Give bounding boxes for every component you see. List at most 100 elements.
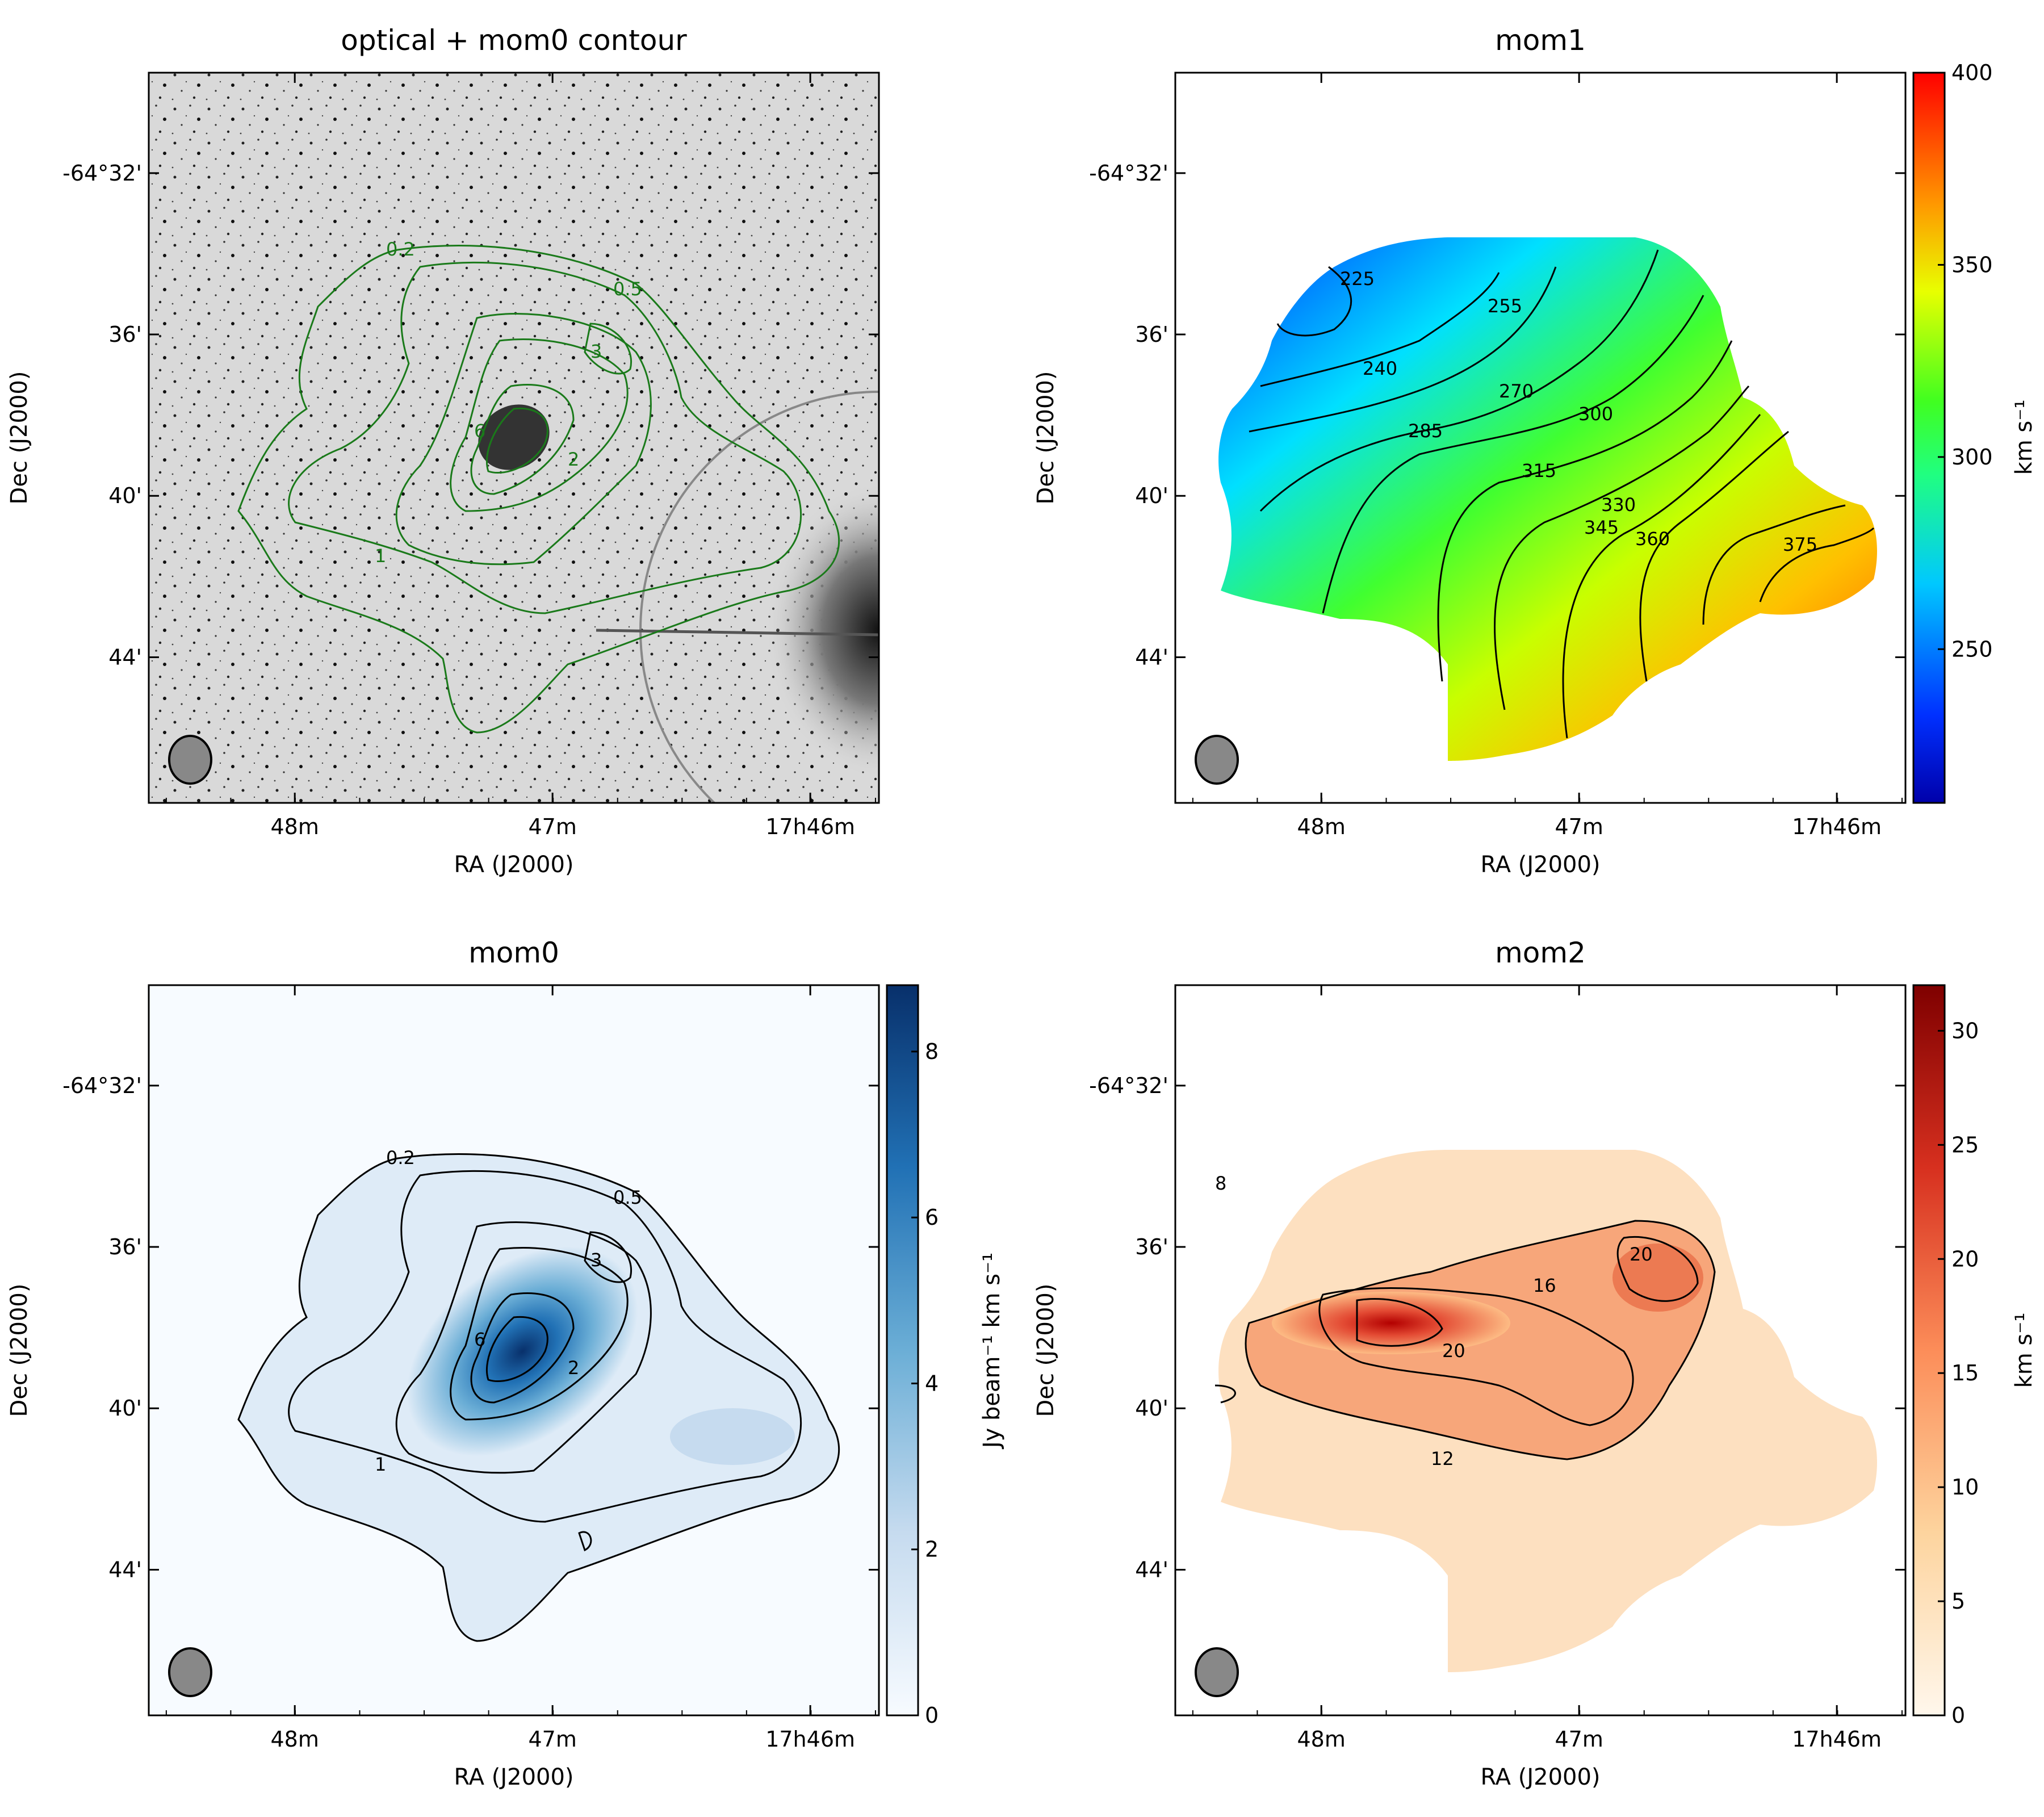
plot-area: 0.2 0.5 1 2 3 6 (149, 73, 879, 803)
contour-label: 3 (590, 341, 602, 362)
contour-label: 3 (590, 1249, 602, 1271)
x-tick-label: 47m (528, 1727, 576, 1752)
x-tick-label: 48m (1297, 1727, 1346, 1752)
plot-area: 0.2 0.5 1 2 3 6 (149, 985, 879, 1715)
contour-6 (485, 407, 548, 474)
colorbar-tick-label: 300 (1951, 445, 1993, 470)
y-tick-label: 44' (1135, 644, 1168, 669)
contour-label: 0.5 (613, 1187, 642, 1208)
plot-frame (1174, 72, 1907, 804)
dispersion-contours (1214, 1220, 1716, 1460)
mom0-east-clump (670, 1408, 795, 1465)
colorbar-label: km s⁻¹ (2011, 400, 2037, 475)
y-tick-label: -64°32' (1089, 161, 1168, 186)
colorbar (1912, 72, 1946, 804)
colorbar-tick-label: 250 (1951, 637, 1993, 662)
contour-0.2 (237, 245, 840, 734)
contour-label: 16 (1533, 1275, 1556, 1296)
contour-label: 255 (1488, 295, 1522, 317)
x-axis-label: RA (J2000) (454, 1764, 573, 1790)
panel-mom0: mom0 0.2 0.5 1 2 3 6 (148, 936, 1005, 1716)
colorbar-tick-label: 0 (1951, 1703, 1965, 1728)
x-tick-label: 17h46m (1792, 814, 1882, 839)
panel-title: optical + mom0 contour (341, 24, 687, 57)
colorbar (1912, 984, 1946, 1716)
colorbar-tick-label: 15 (1951, 1360, 1979, 1385)
plot-frame (1174, 984, 1907, 1716)
colorbar (886, 984, 919, 1716)
beam-ellipse (168, 735, 212, 785)
colorbar-tick-label: 6 (925, 1205, 939, 1230)
y-tick-label: 36' (108, 1234, 142, 1259)
panel-title: mom2 (1495, 936, 1586, 969)
contour-label: 300 (1578, 403, 1613, 425)
panel-title: mom1 (1495, 24, 1586, 57)
panel-mom2: mom2 8 12 16 20 20 km s⁻¹ (1174, 936, 2037, 1716)
y-axis-label: Dec (J2000) (6, 371, 32, 505)
contour-label: 2 (568, 1357, 579, 1379)
y-axis-label: Dec (J2000) (6, 1284, 32, 1417)
colorbar-tick-label: 5 (1951, 1589, 1965, 1614)
y-tick-label: -64°32' (1089, 1073, 1168, 1098)
contour-label: 6 (474, 420, 485, 442)
dispersion-peak-west (1272, 1292, 1510, 1354)
contour-label: 20 (1630, 1244, 1653, 1265)
colorbar-tick-label: 10 (1951, 1475, 1979, 1500)
panel-mom1: mom1 225 240 255 270 285 300 (1174, 24, 2037, 804)
colorbar-label: Jy beam⁻¹ km s⁻¹ (979, 1253, 1005, 1450)
velocity-field (1218, 237, 1877, 761)
y-tick-label: 40' (108, 1396, 142, 1421)
contour-label: 1 (375, 1454, 386, 1475)
diffraction-spike (596, 629, 879, 637)
colorbar-tick-label: 20 (1951, 1246, 1979, 1271)
mom0-contours (237, 1153, 840, 1642)
contour-label: 6 (474, 1329, 485, 1350)
contour-label: 330 (1601, 494, 1636, 516)
contour-label: 0.5 (613, 278, 642, 300)
colorbar-tick-label: 4 (925, 1371, 939, 1396)
contour-label: 12 (1431, 1448, 1454, 1469)
panel-title: mom0 (468, 936, 559, 969)
beam-ellipse (1195, 735, 1239, 785)
velocity-contours (1249, 249, 1875, 739)
mom0-contours (237, 245, 840, 734)
contour-label: 225 (1340, 268, 1375, 290)
plot-area: 225 240 255 270 285 300 315 330 345 360 … (1175, 73, 1905, 803)
beam-ellipse (168, 1647, 212, 1697)
colorbar-tick-label: 2 (925, 1537, 939, 1562)
y-tick-label: 40' (1135, 1396, 1168, 1421)
x-tick-label: 47m (528, 814, 576, 839)
y-tick-label: 40' (1135, 483, 1168, 508)
colorbar-tick-label: 0 (925, 1703, 939, 1728)
y-tick-label: 44' (108, 1557, 142, 1582)
contour-label: 240 (1363, 358, 1397, 379)
y-axis-label: Dec (J2000) (1033, 1284, 1059, 1417)
y-tick-label: -64°32' (62, 1073, 142, 1098)
contour-label: 270 (1499, 380, 1534, 402)
contour-0.5 (288, 261, 802, 614)
contour-label: 375 (1783, 534, 1817, 555)
x-tick-label: 17h46m (765, 1727, 855, 1752)
colorbar-tick-label: 8 (925, 1039, 939, 1064)
dispersion-peak-east (1612, 1244, 1703, 1312)
colorbar-label: km s⁻¹ (2011, 1313, 2037, 1388)
y-tick-label: 36' (108, 322, 142, 347)
contour-label: 360 (1635, 528, 1670, 550)
y-tick-label: 44' (108, 644, 142, 669)
panel-optical: optical + mom0 contour 0.2 0.5 1 2 3 6 (148, 24, 880, 804)
plot-area: 8 12 16 20 20 (1175, 985, 1905, 1715)
x-tick-label: 17h46m (765, 814, 855, 839)
contour-label: 315 (1522, 460, 1556, 482)
x-tick-label: 47m (1555, 814, 1603, 839)
x-axis-label: RA (J2000) (454, 852, 573, 878)
bright-star-halo (765, 483, 879, 778)
contour-3b (584, 323, 632, 375)
x-tick-label: 48m (271, 1727, 319, 1752)
contour-label: 0.2 (386, 1147, 415, 1169)
contour-label: 0.2 (386, 238, 415, 260)
contour-label: 345 (1584, 517, 1619, 538)
colorbar-tick-label: 400 (1951, 60, 1993, 85)
x-tick-label: 48m (1297, 814, 1346, 839)
galaxy (478, 404, 550, 470)
plot-frame (148, 984, 880, 1716)
